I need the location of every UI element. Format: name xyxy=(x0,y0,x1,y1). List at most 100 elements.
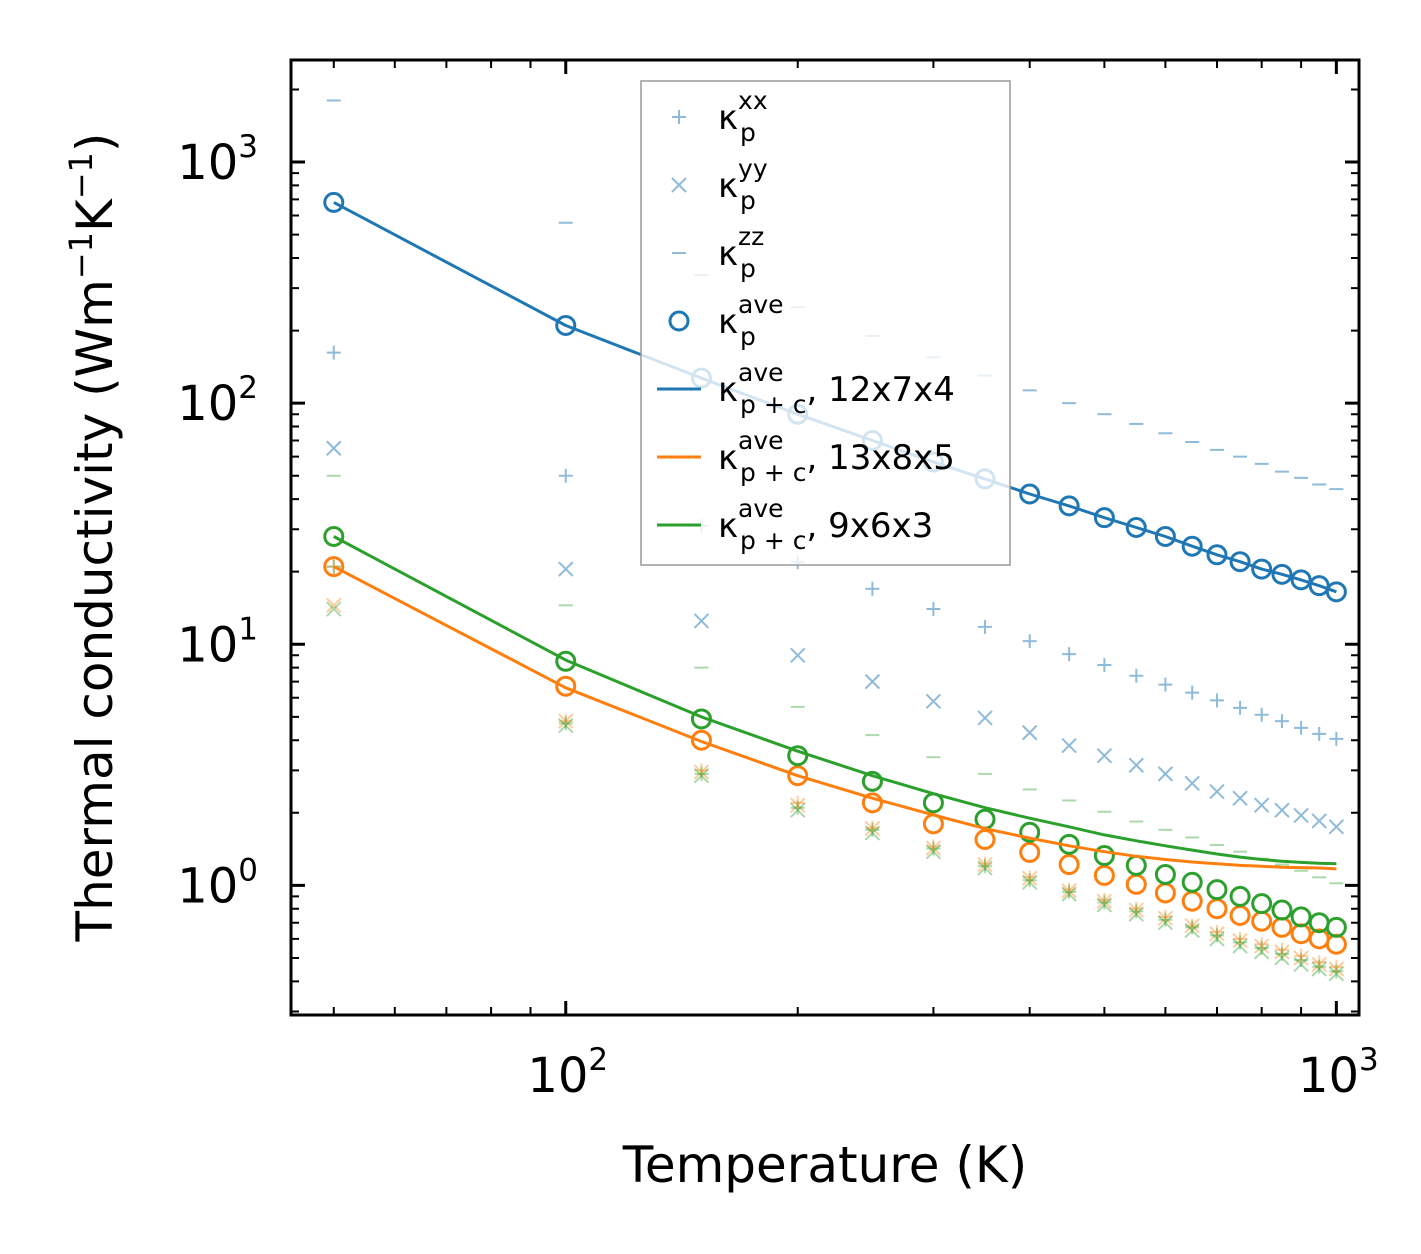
point-13x8x5-xx-650K-shape xyxy=(1185,918,1200,933)
point-12x7x4-yy-950K-shape xyxy=(1311,813,1327,829)
point-12x7x4-yy-800K xyxy=(1253,797,1270,813)
y-tick-label-1: 100 xyxy=(177,852,258,914)
point-13x8x5-yy-500K-shape xyxy=(1096,893,1113,909)
y-axis-title-mid: K xyxy=(66,198,124,232)
point-13x8x5-xx-750K xyxy=(1233,931,1248,946)
point-12x7x4-ave-850K xyxy=(1271,563,1293,585)
point-13x8x5-xx-250K-shape xyxy=(865,820,880,835)
point-13x8x5-xx-700K xyxy=(1209,925,1224,940)
legend-entry-0: κxx p xyxy=(672,86,768,147)
legend-entry-5: κave p + c, 13x8x5 xyxy=(657,426,955,487)
point-12x7x4-ave-550K xyxy=(1125,516,1147,538)
point-12x7x4-yy-150K-shape xyxy=(693,613,710,629)
point-9x6x3-xx-200K-shape xyxy=(790,800,805,815)
point-9x6x3-xx-100K-shape xyxy=(558,716,573,731)
point-13x8x5-xx-300K-shape xyxy=(926,839,941,854)
point-12x7x4-xx-900K xyxy=(1294,720,1309,735)
point-9x6x3-xx-450K-shape xyxy=(1062,884,1077,899)
point-13x8x5-ave-500K xyxy=(1093,864,1115,886)
point-9x6x3-xx-250K xyxy=(865,822,880,837)
point-13x8x5-yy-750K xyxy=(1232,932,1248,949)
legend-entry-2: κzz p xyxy=(672,222,764,283)
legend-marker-0 xyxy=(672,110,686,124)
point-9x6x3-xx-200K xyxy=(790,800,805,815)
point-9x6x3-xx-700K xyxy=(1209,928,1224,943)
point-13x8x5-xx-200K-shape xyxy=(790,795,805,810)
y-tick-label-1000-base: 10 xyxy=(177,135,238,191)
point-12x7x4-yy-650K xyxy=(1184,775,1200,792)
legend-label-2-sub: p xyxy=(740,254,756,283)
point-13x8x5-xx-150K xyxy=(694,763,709,778)
legend-label-4: κave p + c, 12x7x4 xyxy=(718,358,955,419)
y-axis-title-exp1: −1 xyxy=(62,232,100,279)
legend-label-0-sub: p xyxy=(740,118,756,147)
point-9x6x3-yy-950K xyxy=(1311,961,1327,977)
point-13x8x5-xx-100K xyxy=(558,714,573,729)
point-9x6x3-xx-300K-shape xyxy=(926,841,941,856)
point-12x7x4-ave-50K-shape xyxy=(323,191,345,213)
point-9x6x3-xx-250K-shape xyxy=(865,822,880,837)
point-9x6x3-yy-450K xyxy=(1061,886,1077,902)
point-9x6x3-yy-450K-shape xyxy=(1061,886,1077,902)
legend-label-3: κave p xyxy=(718,290,784,351)
legend-label-4-sup: ave xyxy=(738,358,784,387)
point-12x7x4-ave-650K-shape xyxy=(1181,535,1203,557)
point-9x6x3-xx-800K xyxy=(1254,940,1269,955)
point-12x7x4-ave-900K-shape xyxy=(1290,569,1312,591)
x-tick-label-1000: 103 xyxy=(1298,1042,1379,1104)
legend-label-3-base: κ xyxy=(718,302,738,342)
y-tick-label-1-exp: 0 xyxy=(238,852,258,888)
point-13x8x5-yy-450K-shape xyxy=(1061,883,1077,899)
legend-label-0: κxx p xyxy=(718,86,768,147)
point-13x8x5-xx-950K-shape xyxy=(1312,955,1327,970)
legend-label-1-sup: yy xyxy=(738,154,768,183)
point-13x8x5-ave-100K xyxy=(555,675,577,697)
point-9x6x3-yy-150K-shape xyxy=(693,768,710,784)
point-13x8x5-yy-450K xyxy=(1061,883,1077,899)
point-13x8x5-yy-850K xyxy=(1274,944,1290,960)
point-12x7x4-xx-650K xyxy=(1185,685,1200,700)
point-12x7x4-yy-450K xyxy=(1061,737,1077,754)
point-13x8x5-ave-150K-shape xyxy=(690,729,712,751)
legend-label-4-suffix: , 12x7x4 xyxy=(806,370,954,410)
point-13x8x5-xx-350K xyxy=(978,856,993,871)
line-9x6x3 xyxy=(333,535,1337,866)
point-12x7x4-yy-250K-shape xyxy=(864,673,881,690)
point-12x7x4-yy-250K xyxy=(864,673,881,690)
point-12x7x4-xx-750K-shape xyxy=(1233,700,1248,715)
point-12x7x4-yy-400K-shape xyxy=(1021,724,1038,741)
point-12x7x4-yy-150K xyxy=(693,613,710,629)
point-12x7x4-xx-550K-shape xyxy=(1129,668,1144,683)
legend-label-2: κzz p xyxy=(718,222,764,283)
point-13x8x5-yy-850K-shape xyxy=(1274,944,1290,960)
legend-label-4-sub: p + c xyxy=(740,390,806,419)
point-13x8x5-xx-150K-shape xyxy=(694,763,709,778)
point-12x7x4-xx-900K-shape xyxy=(1294,720,1309,735)
point-9x6x3-xx-600K-shape xyxy=(1158,912,1173,927)
point-9x6x3-xx-450K xyxy=(1062,884,1077,899)
point-13x8x5-yy-400K-shape xyxy=(1021,870,1038,887)
legend-entry-4: κave p + c, 12x7x4 xyxy=(657,358,955,419)
point-12x7x4-xx-850K xyxy=(1274,714,1289,729)
point-9x6x3-ave-700K-shape xyxy=(1206,879,1228,901)
legend-entry-1: κyy p xyxy=(671,154,768,215)
point-12x7x4-yy-550K xyxy=(1128,757,1144,773)
x-tick-label-100-base: 10 xyxy=(527,1048,588,1104)
point-13x8x5-xx-550K-shape xyxy=(1129,901,1144,916)
point-12x7x4-xx-550K xyxy=(1129,668,1144,683)
point-9x6x3-yy-1000K xyxy=(1328,966,1345,982)
point-12x7x4-yy-600K-shape xyxy=(1157,766,1174,782)
point-12x7x4-xx-100K xyxy=(558,468,573,483)
point-13x8x5-yy-700K xyxy=(1209,926,1225,942)
point-13x8x5-ave-50K-shape xyxy=(323,556,345,578)
point-13x8x5-xx-850K xyxy=(1274,942,1289,957)
point-12x7x4-ave-1000K xyxy=(1325,581,1347,603)
point-12x7x4-xx-650K-shape xyxy=(1185,685,1200,700)
point-12x7x4-yy-550K-shape xyxy=(1128,757,1144,773)
point-12x7x4-ave-400K xyxy=(1019,483,1041,505)
x-axis-title: Temperature (K) xyxy=(622,1136,1027,1194)
point-13x8x5-yy-1000K-shape xyxy=(1328,961,1345,977)
point-9x6x3-ave-100K-shape xyxy=(555,650,577,672)
point-9x6x3-yy-300K xyxy=(925,843,942,860)
point-12x7x4-xx-400K-shape xyxy=(1022,634,1037,649)
